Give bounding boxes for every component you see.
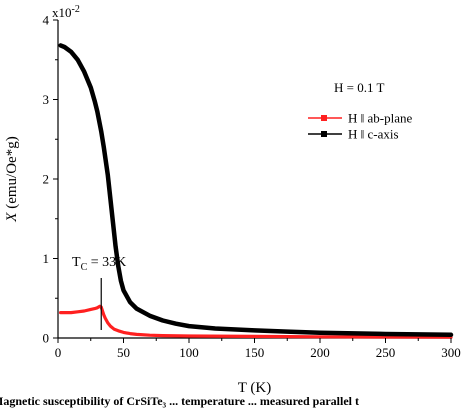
axes-layer: 0 50 100 150 200 250 300 0 1 2 3 4 x10-2 T (K) X (emu/… — [4, 4, 461, 396]
series-line-ab-plane — [58, 304, 453, 339]
annotations: TC = 33K — [72, 255, 126, 330]
y-tick-label: 3 — [43, 92, 50, 107]
y-tick-label: 2 — [43, 172, 50, 187]
x-tick-label: 0 — [55, 345, 62, 360]
x-tick-label: 50 — [117, 345, 130, 360]
plot-frame — [57, 20, 451, 339]
figure-caption-text: Magnetic susceptibility of CrSiTe₃ ... t… — [0, 394, 359, 408]
y-tick-label: 1 — [43, 251, 50, 266]
field-condition-label: H = 0.1 T — [334, 80, 384, 95]
y-multiplier-label: x10-2 — [52, 4, 80, 20]
tc-annotation-label: TC = 33K — [72, 255, 126, 273]
series-line-c-axis — [58, 43, 454, 338]
legend-swatch-marker — [321, 115, 327, 121]
y-axis-title: X (emu/Oe*g) — [4, 136, 20, 222]
x-tick-label: 150 — [245, 345, 265, 360]
x-axis-title: T (K) — [238, 380, 271, 396]
x-tick-label: 250 — [376, 345, 396, 360]
x-tick-label: 200 — [310, 345, 330, 360]
legend-label: H ‖ ab-plane — [348, 111, 413, 126]
x-tick-label: 100 — [179, 345, 199, 360]
series-layer — [58, 43, 454, 339]
legend-swatch-marker — [321, 131, 327, 137]
y-tick-label: 4 — [43, 13, 50, 28]
x-tick-label: 300 — [441, 345, 461, 360]
y-tick-label: 0 — [43, 331, 50, 346]
figure-caption: Magnetic susceptibility of CrSiTe₃ ... t… — [0, 392, 474, 409]
legend-label: H ‖ c-axis — [348, 127, 399, 142]
